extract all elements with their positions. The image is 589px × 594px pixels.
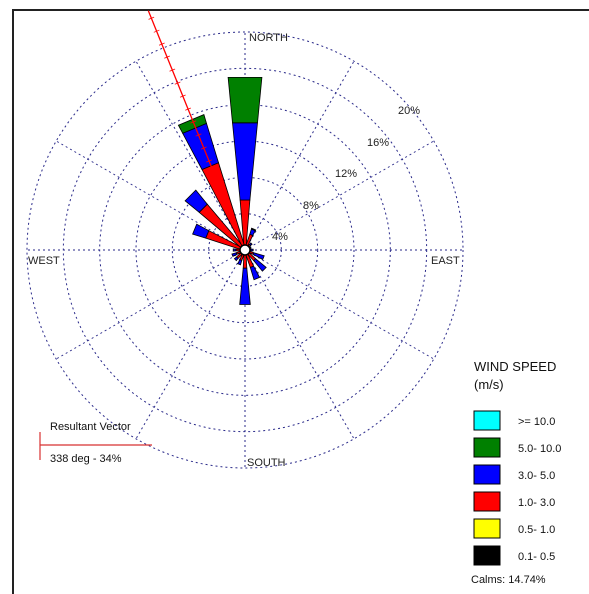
- grid-spoke-240: [55, 249, 246, 360]
- resultant-vector-label: 338 deg - 34%: [50, 453, 122, 465]
- legend-label-0: >= 10.0: [518, 416, 555, 428]
- ring-label-16: 16%: [367, 137, 389, 149]
- legend-swatch-4: [473, 518, 501, 539]
- petal-NW-3_0_5_0: [184, 189, 208, 213]
- legend-label-4: 0.5- 1.0: [518, 524, 555, 536]
- grid-spoke-330: [135, 60, 246, 251]
- compass-west-label: WEST: [28, 255, 60, 267]
- grid-spoke-210: [135, 249, 246, 440]
- grid-ring-12: [135, 140, 355, 360]
- compass-east-label: EAST: [431, 255, 460, 267]
- legend-label-5: 0.1- 0.5: [518, 551, 555, 563]
- grid-spoke-30: [244, 60, 355, 251]
- ring-label-12: 12%: [335, 168, 357, 180]
- polar-grid: [26, 31, 464, 469]
- legend-swatch-5: [473, 545, 501, 566]
- legend: WIND SPEED (m/s) >= 10.0 5.0- 10.0 3.0- 5.…: [471, 359, 561, 586]
- petal-SE-3_0_5_0: [253, 258, 267, 272]
- grid-ring-24: [26, 31, 464, 469]
- ring-label-20: 20%: [398, 105, 420, 117]
- legend-swatch-2: [473, 464, 501, 485]
- petal-SSW-3_0_5_0: [237, 259, 243, 266]
- ring-label-8: 8%: [303, 200, 319, 212]
- wind-petals: [177, 77, 267, 305]
- legend-calms: Calms: 14.74%: [471, 574, 546, 586]
- calm-center-circle: [239, 244, 251, 256]
- grid-spoke-150: [244, 249, 355, 440]
- petal-NE-3_0_5_0: [249, 242, 253, 246]
- grid-spoke-120: [244, 249, 435, 360]
- petal-NNW-5_0_10_0: [177, 114, 207, 134]
- legend-swatch-3: [473, 491, 501, 512]
- resultant-vector-box: Resultant Vector 338 deg - 34%: [39, 421, 152, 465]
- legend-title: WIND SPEED: [474, 359, 556, 374]
- petal-N-3_0_5_0: [232, 122, 258, 201]
- legend-label-3: 1.0- 3.0: [518, 497, 555, 509]
- resultant-vector-line: [147, 10, 246, 251]
- compass-north-label: NORTH: [249, 32, 288, 44]
- petal-W-3_0_5_0: [232, 248, 237, 252]
- petal-ESE-3_0_5_0: [252, 252, 265, 261]
- petal-WSW-3_0_5_0: [231, 252, 238, 257]
- resultant-vector-title: Resultant Vector: [50, 421, 131, 433]
- petal-E-3_0_5_0: [249, 248, 254, 252]
- legend-label-1: 5.0- 10.0: [518, 443, 561, 455]
- ring-label-4: 4%: [272, 231, 288, 243]
- petal-SW-3_0_5_0: [233, 256, 239, 262]
- grid-spoke-300: [55, 140, 246, 251]
- legend-unit: (m/s): [474, 377, 504, 392]
- petal-S-3_0_5_0: [239, 267, 251, 305]
- petal-WNW-3_0_5_0: [192, 223, 210, 239]
- petal-N-5_0_10_0: [227, 77, 263, 124]
- petal-NNE-5_0_10_0: [250, 227, 257, 232]
- legend-label-2: 3.0- 5.0: [518, 470, 555, 482]
- grid-spoke-60: [244, 140, 435, 251]
- legend-swatch-0: [473, 410, 501, 431]
- chart-frame: [12, 9, 589, 594]
- compass-south-label: SOUTH: [247, 457, 286, 469]
- legend-entries: >= 10.0 5.0- 10.0 3.0- 5.0 1.0- 3.0 0.5- 1.0…: [473, 410, 561, 566]
- petal-SSE-3_0_5_0: [249, 265, 261, 281]
- legend-swatch-1: [473, 437, 501, 458]
